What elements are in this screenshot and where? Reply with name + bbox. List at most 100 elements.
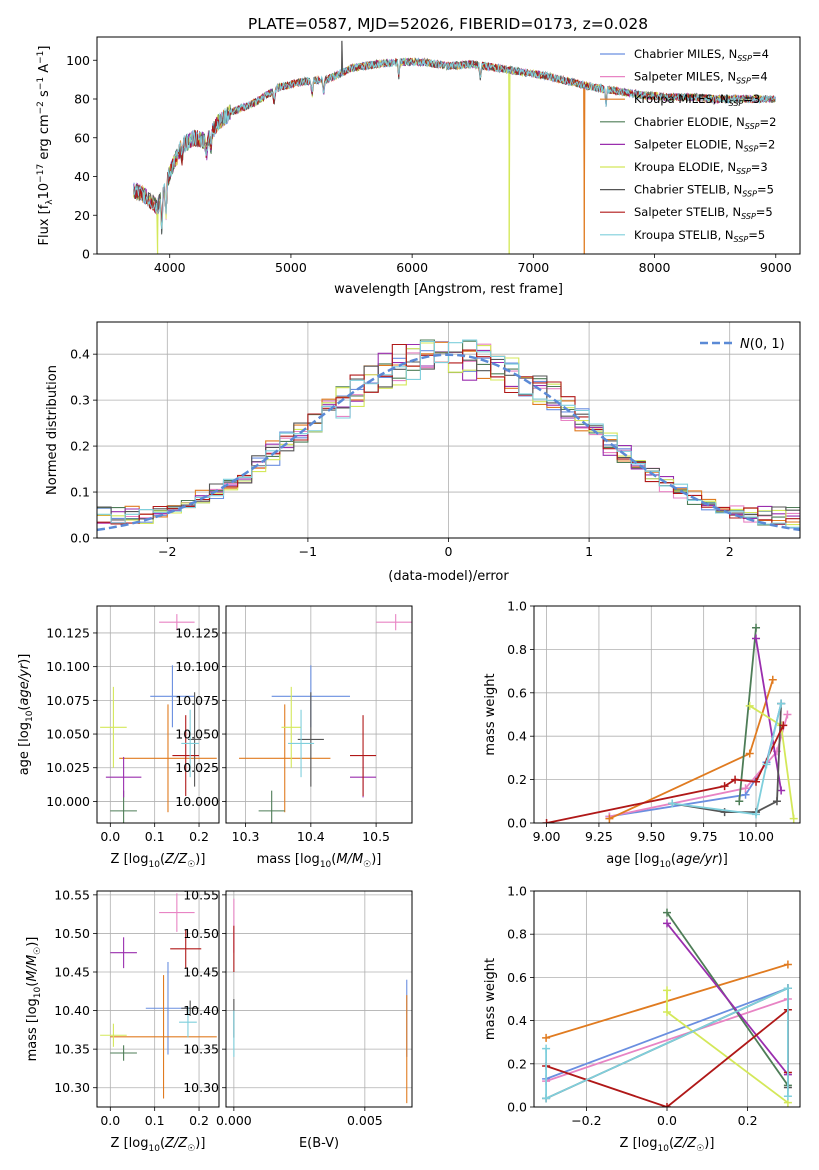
legend-tail: =4 xyxy=(751,70,768,84)
mass_vs_Z-xlabel: Z [log10(Z/Z☉)] xyxy=(111,1136,206,1154)
axes-mass_vs_EBV: 0.000 0.005 10.30 10.35 10.40 10.45 10.50 10.55 xyxy=(183,887,412,1128)
errorbar-point-kroupa_miles xyxy=(239,704,331,813)
axes-residuals: −2 −1 0 1 2 0.0 0.1 0.2 0.3 0.4 xyxy=(70,322,800,559)
y-tick-label: 0.6 xyxy=(507,970,527,985)
legend-text: Kroupa ELODIE, N xyxy=(634,160,736,174)
errorbar-point-chabrier_miles xyxy=(150,665,195,728)
legend-text: Salpeter STELIB, N xyxy=(634,205,741,219)
label-part: A xyxy=(37,64,52,77)
errorbar-point-kroupa_stelib xyxy=(181,709,200,778)
label-part: )] xyxy=(195,852,205,867)
x-tick-label: 0.2 xyxy=(189,829,209,844)
errorbar-point-chabrier_elodie xyxy=(258,790,285,823)
legend-text: Kroupa STELIB, N xyxy=(634,228,734,242)
label-part: ( xyxy=(160,852,165,867)
weight-marker-salpeter_elodie xyxy=(777,786,786,795)
y-tick-label: 60 xyxy=(74,130,90,145)
legend-sub: SSP xyxy=(742,190,757,199)
label-part: ☉ xyxy=(696,1144,704,1154)
legend-sub: SSP xyxy=(729,99,744,108)
spectrum-line-kroupa_stelib xyxy=(133,57,776,230)
legend-label-salpeter_elodie: Salpeter ELODIE, NSSP=2 xyxy=(634,137,775,153)
label-part: ( xyxy=(160,1136,165,1151)
y-tick-label: 0.6 xyxy=(507,685,527,700)
age_vs_mass-xlabel: mass [log10(M/M☉)] xyxy=(257,852,382,870)
errorbar-point-salpeter_stelib xyxy=(170,929,202,969)
label-part: −1 xyxy=(36,51,46,64)
errorbar-point-kroupa_elodie xyxy=(281,686,302,768)
spectrum-ylabel: Flux [fλ10−17 erg cm−2 s−1 A−1] xyxy=(36,46,55,246)
errorbar-point-salpeter_stelib xyxy=(350,715,377,797)
weight-marker-kroupa_stelib xyxy=(777,699,786,708)
y-tick-label: 10.35 xyxy=(183,1042,219,1057)
weight_vs_Z-frame xyxy=(533,890,801,1108)
weight-marker-kroupa_stelib xyxy=(783,1092,792,1101)
legend-sub: SSP xyxy=(744,144,759,153)
weight_vs_age-xlabel: age [log10(age/yr)] xyxy=(606,852,728,870)
residuals-frame xyxy=(96,321,801,539)
x-tick-label: −2 xyxy=(158,544,176,559)
errorbar-point-kroupa_stelib xyxy=(288,709,315,778)
y-tick-label: 0.3 xyxy=(70,393,90,408)
age_vs_mass-frame xyxy=(225,605,413,824)
legend-tail: =4 xyxy=(752,47,769,61)
weight-marker-kroupa_miles xyxy=(783,960,792,969)
y-tick-label: 0.1 xyxy=(70,485,90,500)
label-part: E(B-V) xyxy=(299,1136,339,1151)
legend-tail: =5 xyxy=(756,205,773,219)
weight-line-salpeter_elodie xyxy=(666,922,789,1076)
legend-label-kroupa_stelib: Kroupa STELIB, NSSP=5 xyxy=(634,228,765,244)
label-part: 10 xyxy=(25,710,35,722)
histogram-kroupa_stelib xyxy=(97,339,800,528)
y-tick-label: 10.100 xyxy=(46,659,90,674)
x-tick-label: 2 xyxy=(726,544,734,559)
x-tick-label: 4000 xyxy=(154,260,186,275)
weight-line-kroupa_stelib xyxy=(672,703,782,816)
label-part: mass [log xyxy=(25,998,40,1061)
weight-marker-chabrier_elodie xyxy=(663,908,671,917)
errorbar-point-salpeter_elodie xyxy=(105,756,142,798)
weight-marker-salpeter_stelib xyxy=(779,721,788,730)
legend-label-chabrier_stelib: Chabrier STELIB, NSSP=5 xyxy=(634,183,774,199)
weight-marker-salpeter_stelib xyxy=(720,782,729,791)
x-tick-label: 9.00 xyxy=(533,829,561,844)
weight-line-salpeter_miles xyxy=(609,714,789,818)
spectrum-line-kroupa_elodie xyxy=(133,57,776,254)
weight-marker-salpeter_elodie xyxy=(752,634,761,643)
label-part: ( xyxy=(17,706,32,711)
x-tick-label: 0 xyxy=(445,544,453,559)
y-tick-label: 0.4 xyxy=(507,729,527,744)
weight-line-salpeter_miles xyxy=(545,998,789,1082)
y-tick-label: 10.000 xyxy=(46,794,90,809)
errorbar-point-salpeter_elodie xyxy=(110,937,137,969)
errorbar-point-salpeter_miles xyxy=(159,614,195,631)
x-tick-label: 9.75 xyxy=(690,829,718,844)
weight-line-chabrier_stelib xyxy=(672,703,782,813)
y-tick-label: 10.050 xyxy=(46,727,90,742)
age_vs_Z-frame xyxy=(96,605,220,824)
label-part: ( xyxy=(671,852,676,867)
x-tick-label: 0.1 xyxy=(145,829,165,844)
label-part: Z [log xyxy=(111,1136,149,1151)
label-part: −17 xyxy=(36,164,46,183)
x-tick-label: 0.005 xyxy=(347,1113,383,1128)
legend-tail: =3 xyxy=(751,160,768,174)
legend-tail: =2 xyxy=(760,115,777,129)
x-tick-label: 9.50 xyxy=(637,829,665,844)
y-tick-label: 10.000 xyxy=(175,794,219,809)
normal-legend-label: N(0, 1) xyxy=(740,337,785,352)
x-tick-label: 10.00 xyxy=(738,829,774,844)
weight-marker-kroupa_stelib xyxy=(762,760,771,769)
weight-marker-chabrier_stelib xyxy=(772,797,781,806)
x-tick-label: 7000 xyxy=(517,260,549,275)
y-tick-label: 100 xyxy=(66,53,90,68)
y-tick-label: 10.45 xyxy=(54,965,90,980)
x-tick-label: 0.2 xyxy=(738,1113,758,1128)
y-tick-label: 10.075 xyxy=(175,693,219,708)
weight-marker-kroupa_stelib xyxy=(542,1094,551,1103)
weight-marker-salpeter_stelib xyxy=(752,777,761,786)
legend-text: Salpeter MILES, N xyxy=(634,70,736,84)
errorbar-point-kroupa_elodie xyxy=(100,686,127,768)
y-tick-label: 10.50 xyxy=(183,926,219,941)
